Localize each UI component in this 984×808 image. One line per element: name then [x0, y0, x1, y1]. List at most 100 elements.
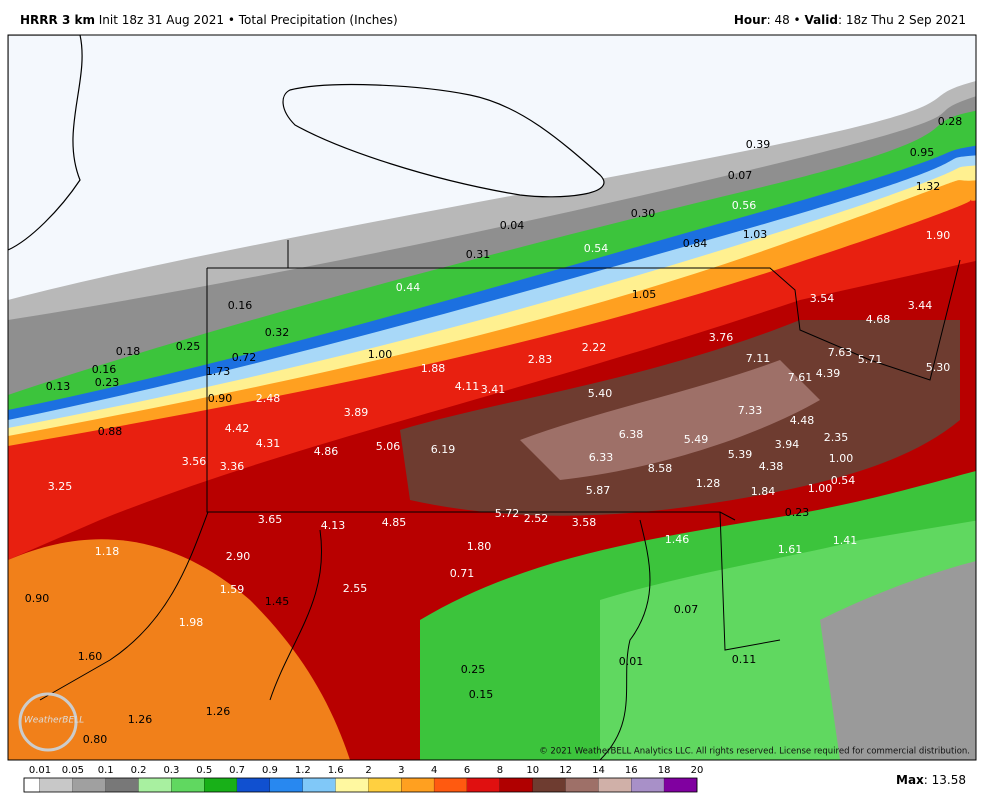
- value-label: 4.85: [382, 516, 407, 529]
- value-label: 0.18: [116, 345, 141, 358]
- header-left: HRRR 3 km Init 18z 31 Aug 2021 • Total P…: [20, 13, 398, 27]
- value-label: 4.48: [790, 414, 815, 427]
- value-label: 0.13: [46, 380, 71, 393]
- value-label: 3.54: [810, 292, 835, 305]
- legend-level: 3: [398, 765, 404, 776]
- value-label: 0.15: [469, 688, 494, 701]
- value-label: 1.90: [926, 229, 951, 242]
- valid-label: Valid: [804, 13, 838, 27]
- value-label: 3.36: [220, 460, 245, 473]
- legend-level: 6: [464, 765, 470, 776]
- header-right: Hour: 48 • Valid: 18z Thu 2 Sep 2021: [734, 13, 966, 27]
- value-label: 0.23: [95, 376, 120, 389]
- value-label: 5.06: [376, 440, 401, 453]
- value-label: 1.60: [78, 650, 103, 663]
- legend-level: 0.7: [229, 765, 245, 776]
- legend-level: 4: [431, 765, 437, 776]
- value-label: 0.39: [746, 138, 771, 151]
- value-label: 1.46: [665, 533, 690, 546]
- value-label: 0.32: [265, 326, 290, 339]
- legend-frame: [23, 777, 698, 793]
- value-label: 2.35: [824, 431, 849, 444]
- legend-level: 18: [658, 765, 671, 776]
- max-label: Max: [896, 773, 924, 787]
- legend-level: 2: [365, 765, 371, 776]
- legend-swatch: [237, 778, 270, 792]
- legend-level: 0.9: [262, 765, 278, 776]
- value-labels: 0.28 0.39 0.95 0.07 1.32 0.56 0.30 0.04 1.03 1.90…: [25, 115, 963, 746]
- value-label: 1.73: [206, 365, 231, 378]
- legend-swatch: [664, 778, 697, 792]
- legend-swatch: [598, 778, 632, 792]
- legend-swatch: [434, 778, 468, 792]
- value-label: 2.83: [528, 353, 553, 366]
- value-label: 8.58: [648, 462, 673, 475]
- value-label: 5.40: [588, 387, 613, 400]
- value-label: 1.45: [265, 595, 290, 608]
- value-label: 6.19: [431, 443, 456, 456]
- legend-level: 0.2: [131, 765, 147, 776]
- legend-swatch: [302, 778, 336, 792]
- value-label: 5.72: [495, 507, 520, 520]
- value-label: 0.44: [396, 281, 421, 294]
- legend-level: 0.01: [29, 765, 51, 776]
- region-grey-se: [820, 561, 976, 760]
- value-label: 2.22: [582, 341, 607, 354]
- legend-level: 0.05: [62, 765, 84, 776]
- value-label: 2.48: [256, 392, 281, 405]
- legend-swatch: [40, 778, 73, 792]
- value-label: 0.54: [584, 242, 609, 255]
- value-label: 2.55: [343, 582, 368, 595]
- logo-ring: [18, 692, 78, 752]
- value-label: 0.54: [831, 474, 856, 487]
- value-label: 3.58: [572, 516, 597, 529]
- value-label: 6.33: [589, 451, 614, 464]
- value-label: 1.03: [743, 228, 768, 241]
- value-label: 0.72: [232, 351, 257, 364]
- value-label: 5.87: [586, 484, 611, 497]
- legend-level: 1.6: [328, 765, 344, 776]
- value-label: 4.11: [455, 380, 480, 393]
- legend-swatch: [23, 777, 41, 793]
- value-label: 1.00: [368, 348, 393, 361]
- value-label: 4.86: [314, 445, 339, 458]
- value-label: 0.84: [683, 237, 708, 250]
- value-label: 2.52: [524, 512, 549, 525]
- state-borders-west: [39, 511, 322, 701]
- legend-level: 20: [691, 765, 704, 776]
- state-borders: [206, 240, 961, 521]
- legend-swatch: [171, 778, 205, 792]
- value-label: 1.84: [751, 485, 776, 498]
- value-label: 3.65: [258, 513, 283, 526]
- legend-level: 10: [526, 765, 539, 776]
- value-label: 0.11: [732, 653, 757, 666]
- legend-swatch: [368, 778, 402, 792]
- value-label: 0.16: [92, 363, 117, 376]
- value-label: 0.31: [466, 248, 491, 261]
- legend-swatch: [631, 778, 665, 792]
- legend-level: 16: [625, 765, 638, 776]
- value-label: 1.41: [833, 534, 858, 547]
- map-area: 0.28 0.39 0.95 0.07 1.32 0.56 0.30 0.04 1.03 1.90…: [8, 35, 976, 760]
- legend-swatch: [269, 778, 303, 792]
- band-orange-sw: [8, 539, 350, 760]
- value-label: 0.25: [461, 663, 486, 676]
- value-label: 0.56: [732, 199, 757, 212]
- state-borders-south: [599, 511, 781, 760]
- hour: : 48 •: [767, 13, 805, 27]
- value-label: 1.26: [128, 713, 153, 726]
- legend-swatch: [105, 778, 139, 792]
- value-label: 3.76: [709, 331, 734, 344]
- run-info: Init 18z 31 Aug 2021 • Total Precipitati…: [95, 13, 398, 27]
- value-label: 0.07: [674, 603, 699, 616]
- value-label: 7.33: [738, 404, 763, 417]
- value-label: 4.38: [759, 460, 784, 473]
- legend-level: 0.5: [196, 765, 212, 776]
- value-label: 5.49: [684, 433, 709, 446]
- value-label: 5.71: [858, 353, 883, 366]
- value-label: 4.39: [816, 367, 841, 380]
- value-label: 1.98: [179, 616, 204, 629]
- max-value: : 13.58: [924, 773, 966, 787]
